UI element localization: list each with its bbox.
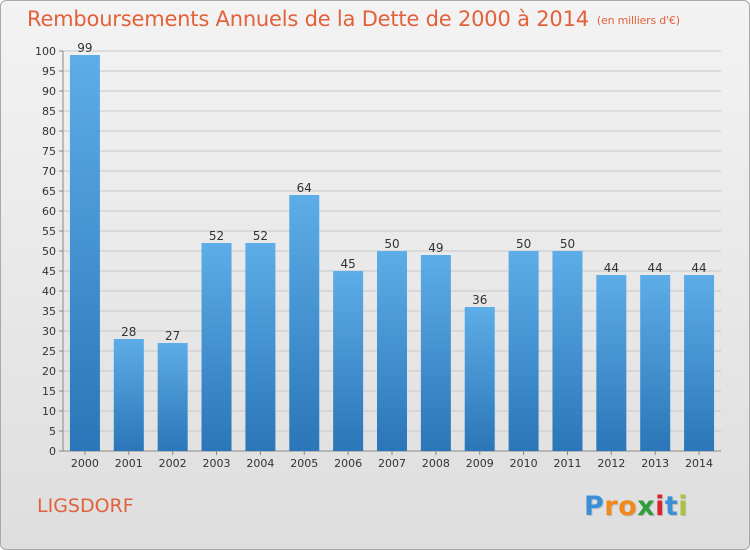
proxiti-logo: Proxiti <box>584 491 688 522</box>
y-tick-label: 5 <box>49 425 56 438</box>
bar-2012 <box>596 275 627 451</box>
value-label-2013: 44 <box>648 261 663 275</box>
chart-unit: (en milliers d'€) <box>596 14 680 27</box>
x-tick-label-2000: 2000 <box>71 457 99 470</box>
bar-2009 <box>464 307 495 451</box>
bar-2000 <box>69 55 100 451</box>
x-tick-label-2012: 2012 <box>597 457 625 470</box>
logo-letter: o <box>618 491 638 522</box>
value-label-2011: 50 <box>560 237 575 251</box>
bar-2001 <box>113 339 144 451</box>
y-tick-label: 50 <box>42 245 56 258</box>
x-tick-label-2006: 2006 <box>334 457 362 470</box>
value-label-2006: 45 <box>340 257 355 271</box>
x-tick-label-2001: 2001 <box>115 457 143 470</box>
y-tick-label: 40 <box>42 285 56 298</box>
bar-2013 <box>640 275 671 451</box>
bars <box>69 55 715 451</box>
x-tick-label-2008: 2008 <box>422 457 450 470</box>
bar-2005 <box>289 195 320 451</box>
y-tick-label: 10 <box>42 405 56 418</box>
y-tick-label: 15 <box>42 385 56 398</box>
logo-letter: t <box>664 491 679 522</box>
value-label-2005: 64 <box>297 181 312 195</box>
commune-name: LIGSDORF <box>37 495 134 517</box>
value-label-2003: 52 <box>209 229 224 243</box>
value-label-2000: 99 <box>77 41 92 55</box>
y-tick-label: 90 <box>42 85 56 98</box>
value-labels: 99 28 27 52 52 64 45 50 49 36 50 50 44 44 44 <box>77 41 706 343</box>
value-label-2010: 50 <box>516 237 531 251</box>
y-tick-label: 20 <box>42 365 56 378</box>
y-tick-label: 75 <box>42 145 56 158</box>
bar-2010 <box>508 251 539 451</box>
x-tick-label-2011: 2011 <box>553 457 581 470</box>
logo-letter: i <box>678 491 689 522</box>
y-tick-label: 55 <box>42 225 56 238</box>
logo-letter: x <box>637 491 656 522</box>
value-label-2002: 27 <box>165 329 180 343</box>
bar-2008 <box>420 255 451 451</box>
logo-letter: i <box>655 491 665 522</box>
y-tick-label: 0 <box>49 445 56 458</box>
value-label-2001: 28 <box>121 325 136 339</box>
y-tick-label: 70 <box>42 165 56 178</box>
value-label-2004: 52 <box>253 229 268 243</box>
y-tick-label: 100 <box>35 45 56 58</box>
x-tick-label-2007: 2007 <box>378 457 406 470</box>
value-label-2008: 49 <box>428 241 443 255</box>
y-tick-label: 95 <box>42 65 56 78</box>
x-tick-label-2002: 2002 <box>159 457 187 470</box>
value-label-2012: 44 <box>604 261 619 275</box>
y-tick-label: 35 <box>42 305 56 318</box>
value-label-2014: 44 <box>691 261 706 275</box>
x-tick-label-2003: 2003 <box>203 457 231 470</box>
value-label-2009: 36 <box>472 293 487 307</box>
bar-2002 <box>157 343 188 451</box>
x-tick-labels: 2000 2001 2002 2003 2004 2005 2006 2007 2008 2009… <box>71 457 713 470</box>
chart-title: Remboursements Annuels de la Dette de 20… <box>27 7 680 31</box>
x-tick-label-2004: 2004 <box>246 457 274 470</box>
y-tick-label: 25 <box>42 345 56 358</box>
y-tick-label: 45 <box>42 265 56 278</box>
y-tick-labels: 0 5 10 15 20 25 30 35 40 45 50 55 60 65 70 75 80 85 90 95 10… <box>35 45 56 458</box>
y-tick-label: 80 <box>42 125 56 138</box>
x-tick-label-2010: 2010 <box>510 457 538 470</box>
bar-2006 <box>333 271 364 451</box>
bar-2011 <box>552 251 583 451</box>
logo-letter: r <box>604 491 619 522</box>
bar-2003 <box>201 243 232 451</box>
bar-2007 <box>377 251 407 451</box>
y-tick-label: 85 <box>42 105 56 118</box>
value-label-2007: 50 <box>384 237 399 251</box>
chart-title-text: Remboursements Annuels de la Dette de 20… <box>27 7 589 31</box>
logo-letter: P <box>584 491 605 522</box>
x-tick-label-2009: 2009 <box>466 457 494 470</box>
y-tick-label: 30 <box>42 325 56 338</box>
x-tick-label-2005: 2005 <box>290 457 318 470</box>
x-tick-label-2013: 2013 <box>641 457 669 470</box>
bar-2014 <box>684 275 715 451</box>
y-tick-label: 65 <box>42 185 56 198</box>
y-tick-label: 60 <box>42 205 56 218</box>
bar-2004 <box>245 243 276 451</box>
x-tick-label-2014: 2014 <box>685 457 713 470</box>
